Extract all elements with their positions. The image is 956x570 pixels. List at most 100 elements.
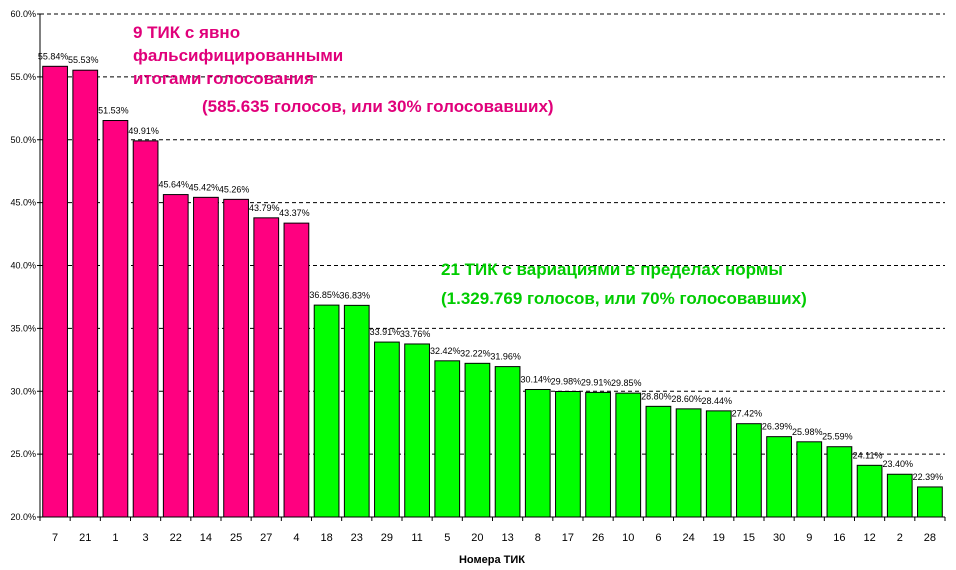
bar	[524, 388, 551, 518]
normal-annotation-line-1: 21 ТИК с вариациями в пределах нормы	[441, 260, 783, 279]
x-tick-label: 16	[833, 532, 845, 544]
value-label: 36.83%	[339, 290, 370, 300]
axes	[37, 13, 946, 521]
value-label: 33.76%	[400, 329, 431, 339]
bars	[42, 65, 943, 518]
value-label: 36.85%	[309, 290, 340, 300]
bar	[404, 343, 430, 518]
x-tick-label: 4	[293, 532, 299, 544]
value-label: 45.64%	[158, 180, 189, 190]
bar	[886, 473, 913, 518]
x-tick-label: 12	[863, 532, 875, 544]
bar	[856, 464, 883, 518]
value-label: 29.85%	[611, 378, 642, 388]
value-label: 30.14%	[520, 374, 551, 384]
x-tick-label: 30	[773, 532, 785, 544]
x-tick-label: 27	[260, 532, 272, 544]
value-label: 45.26%	[219, 184, 250, 194]
bar	[72, 69, 99, 518]
value-label: 51.53%	[98, 106, 129, 116]
falsified-line-3: итогами голосования	[133, 69, 314, 88]
bar	[102, 120, 129, 518]
value-label: 23.40%	[882, 459, 913, 469]
x-tick-label: 1	[112, 532, 118, 544]
value-label: 26.39%	[762, 422, 793, 432]
x-tick-label: 7	[52, 532, 58, 544]
x-tick-label: 24	[682, 532, 694, 544]
bar	[132, 140, 159, 518]
y-tick-label: 45.0%	[10, 198, 36, 208]
x-tick-label: 5	[444, 532, 450, 544]
value-label: 31.96%	[490, 352, 521, 362]
bar	[223, 198, 249, 518]
falsified-line-1: 9 ТИК с явно	[133, 23, 241, 42]
grid-lines	[40, 13, 945, 455]
value-label: 25.98%	[792, 427, 823, 437]
x-tick-label: 13	[501, 532, 513, 544]
x-tick-label: 9	[806, 532, 812, 544]
x-tick-label: 2	[897, 532, 903, 544]
y-tick-label: 40.0%	[10, 261, 36, 271]
bar	[615, 392, 642, 518]
bar	[796, 441, 823, 518]
falsified-detail: (585.635 голосов, или 30% голосовавших)	[202, 97, 554, 116]
bar	[645, 405, 672, 518]
value-label: 28.44%	[701, 396, 732, 406]
value-label: 29.91%	[581, 377, 612, 387]
value-label: 55.84%	[38, 51, 69, 61]
x-tick-label: 19	[713, 532, 725, 544]
value-label: 43.37%	[279, 208, 310, 218]
value-label: 29.98%	[551, 377, 582, 387]
bar	[193, 196, 219, 518]
x-tick-label: 17	[562, 532, 574, 544]
value-label: 43.79%	[249, 203, 280, 213]
x-tick-label: 28	[924, 532, 936, 544]
bar	[675, 408, 702, 518]
value-label: 32.22%	[460, 348, 491, 358]
falsified-line-2: фальсифицированными	[133, 46, 344, 65]
y-tick-label: 50.0%	[10, 135, 36, 145]
x-tick-label: 10	[622, 532, 634, 544]
bar	[283, 222, 310, 518]
bar	[494, 366, 521, 518]
value-labels: 55.84% 55.53% 51.53% 49.91% 45.64% 45.42% 45.2…	[38, 51, 943, 482]
value-label: 24.11%	[853, 450, 883, 460]
normal-annotation-line-2: (1.329.769 голосов, или 70% голосовавших…	[441, 289, 807, 308]
value-label: 49.91%	[128, 126, 159, 136]
value-label: 27.42%	[732, 409, 763, 419]
x-tick-label: 21	[79, 532, 91, 544]
y-tick-label: 25.0%	[10, 449, 36, 459]
value-label: 33.91%	[370, 327, 401, 337]
y-tick-labels: 20.0% 25.0% 30.0% 35.0% 40.0% 45.0% 50.0% 55.0%…	[10, 9, 36, 522]
value-label: 22.39%	[913, 472, 944, 482]
value-label: 28.80%	[641, 391, 672, 401]
bar	[826, 446, 853, 518]
x-tick-label: 22	[170, 532, 182, 544]
bar	[434, 360, 461, 518]
y-tick-label: 35.0%	[10, 323, 36, 333]
x-tick-label: 8	[535, 532, 541, 544]
x-tick-labels: 7 21 1 3 22 14 25 27 4 18 23 29 11 5 20 13 8 17 26 10 6 24 19 1…	[52, 532, 936, 544]
bar	[585, 391, 611, 518]
bar	[766, 436, 792, 518]
value-label: 28.60%	[671, 394, 702, 404]
y-tick-label: 30.0%	[10, 386, 36, 396]
bar	[464, 362, 491, 518]
bar	[313, 304, 340, 518]
x-tick-label: 3	[143, 532, 149, 544]
x-tick-label: 14	[200, 532, 212, 544]
value-label: 32.42%	[430, 346, 461, 356]
x-tick-label: 15	[743, 532, 755, 544]
x-tick-label: 6	[655, 532, 661, 544]
x-tick-label: 11	[411, 532, 422, 544]
bar	[736, 423, 762, 518]
y-tick-label: 60.0%	[10, 9, 36, 19]
bar	[917, 486, 943, 518]
x-tick-label: 20	[471, 532, 483, 544]
bar	[253, 217, 280, 518]
y-tick-label: 20.0%	[10, 512, 36, 522]
x-tick-label: 18	[320, 532, 332, 544]
bar	[705, 410, 732, 518]
x-tick-label: 29	[381, 532, 393, 544]
